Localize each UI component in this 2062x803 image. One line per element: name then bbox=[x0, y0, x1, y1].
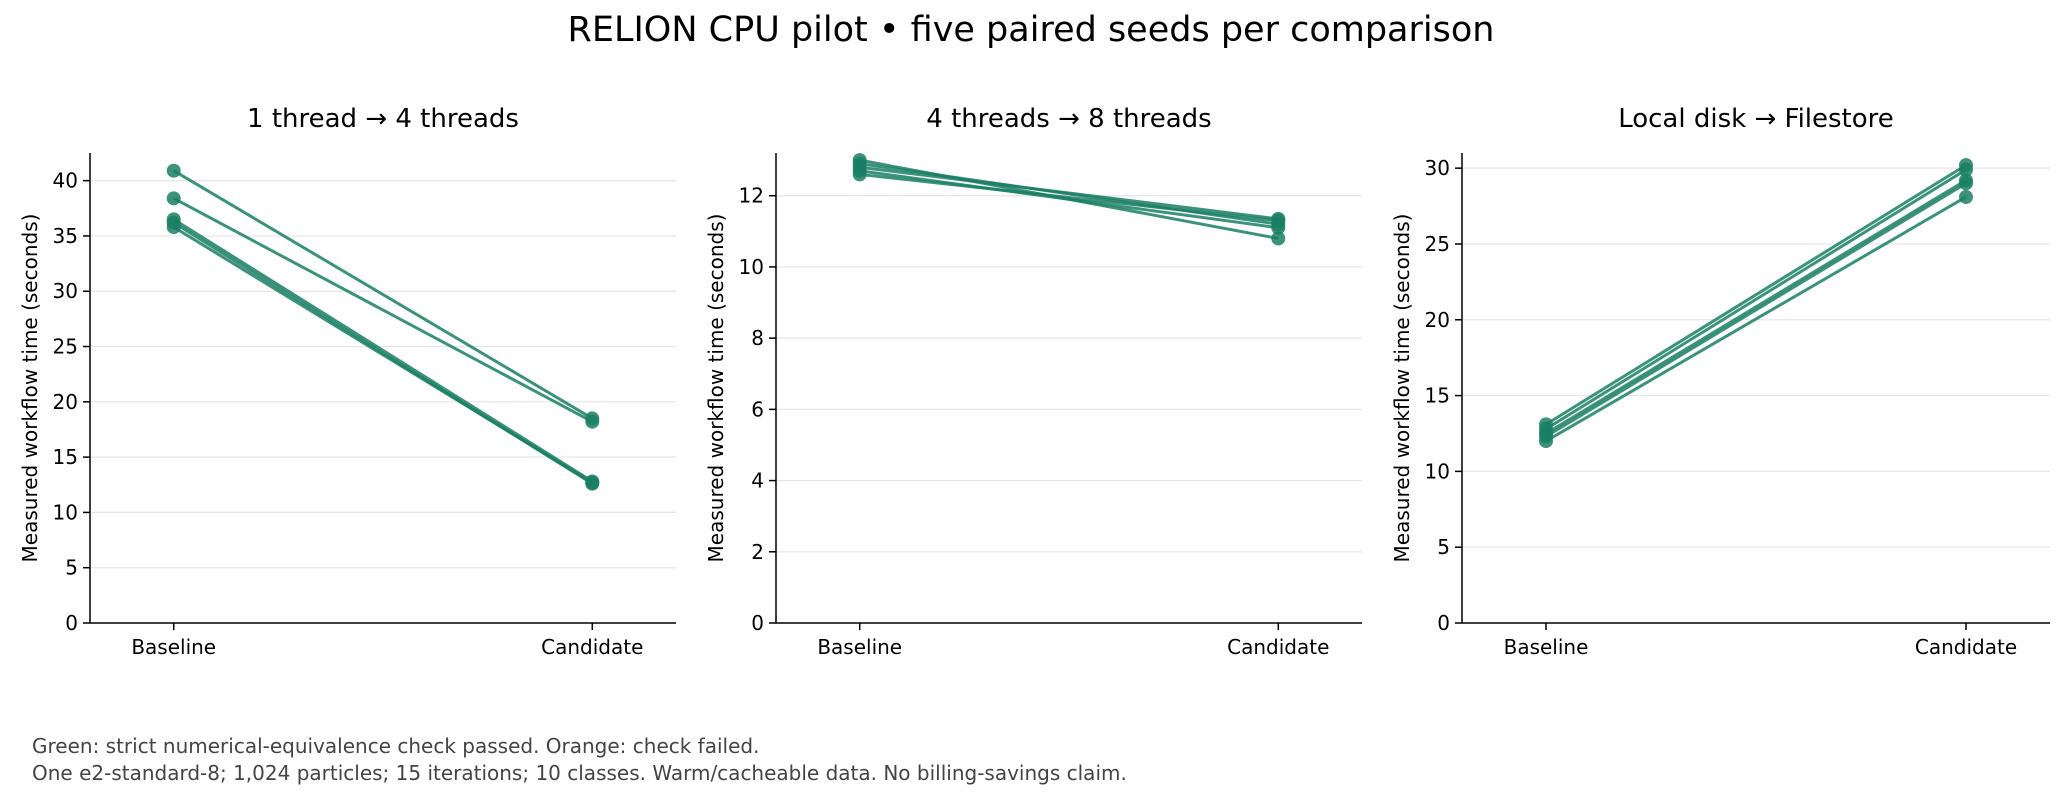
y-tick-label: 4 bbox=[751, 469, 764, 493]
y-tick-label: 0 bbox=[751, 611, 764, 635]
seed-pair-line bbox=[1545, 195, 1967, 443]
baseline-point bbox=[166, 163, 181, 178]
y-tick-label: 15 bbox=[53, 445, 78, 469]
baseline-point bbox=[166, 191, 181, 206]
candidate-point bbox=[585, 414, 600, 429]
y-tick-label: 30 bbox=[1425, 156, 1450, 180]
panel-title: 1 thread → 4 threads bbox=[247, 104, 519, 134]
candidate-point bbox=[585, 475, 600, 490]
y-tick-label: 0 bbox=[65, 611, 78, 635]
y-axis-label: Measured workflow time (seconds) bbox=[18, 214, 42, 563]
x-tick-label: Candidate bbox=[541, 635, 643, 659]
seed-pair-line bbox=[859, 169, 1279, 230]
figure-title: RELION CPU pilot • five paired seeds per… bbox=[567, 10, 1495, 50]
y-tick-label: 25 bbox=[1425, 232, 1450, 256]
y-tick-label: 12 bbox=[739, 184, 764, 208]
footnote-setup: One e2-standard-8; 1,024 particles; 15 i… bbox=[32, 761, 1127, 785]
y-tick-label: 20 bbox=[53, 390, 78, 414]
y-tick-label: 5 bbox=[65, 556, 78, 580]
x-tick-label: Candidate bbox=[1227, 635, 1329, 659]
x-tick-label: Candidate bbox=[1915, 635, 2017, 659]
x-tick-label: Baseline bbox=[817, 635, 902, 659]
seed-pair-line bbox=[859, 172, 1279, 223]
panel-title: 4 threads → 8 threads bbox=[926, 104, 1211, 134]
y-tick-label: 25 bbox=[53, 335, 78, 359]
candidate-point bbox=[1271, 213, 1286, 228]
seed-pair-line bbox=[1545, 182, 1967, 438]
panel-title: Local disk → Filestore bbox=[1618, 104, 1894, 134]
y-tick-label: 0 bbox=[1437, 611, 1450, 635]
baseline-point bbox=[852, 167, 867, 182]
seed-pair-line bbox=[172, 225, 594, 484]
seed-pair-line bbox=[172, 218, 594, 483]
candidate-point bbox=[1959, 176, 1973, 191]
y-tick-label: 2 bbox=[751, 540, 764, 564]
y-tick-label: 5 bbox=[1437, 535, 1450, 559]
y-tick-label: 6 bbox=[751, 397, 764, 421]
seed-pair-line bbox=[859, 165, 1279, 221]
y-tick-label: 10 bbox=[739, 255, 764, 279]
seed-pair-line bbox=[1545, 168, 1967, 431]
y-axis-label: Measured workflow time (seconds) bbox=[704, 214, 728, 563]
baseline-point bbox=[1539, 434, 1553, 449]
baseline-point bbox=[166, 220, 181, 235]
candidate-point bbox=[1959, 189, 1973, 204]
y-tick-label: 8 bbox=[751, 326, 764, 350]
y-tick-label: 10 bbox=[53, 500, 78, 524]
y-tick-label: 35 bbox=[53, 224, 78, 248]
seed-pair-line bbox=[1545, 163, 1967, 426]
candidate-point bbox=[1959, 162, 1973, 177]
y-tick-label: 10 bbox=[1425, 459, 1450, 483]
seed-pair-line bbox=[173, 197, 593, 424]
y-tick-label: 30 bbox=[53, 279, 78, 303]
y-tick-label: 20 bbox=[1425, 308, 1450, 332]
y-tick-label: 40 bbox=[53, 169, 78, 193]
y-tick-label: 15 bbox=[1425, 384, 1450, 408]
x-tick-label: Baseline bbox=[1504, 635, 1589, 659]
x-tick-label: Baseline bbox=[131, 635, 216, 659]
footnote-legend: Green: strict numerical-equivalence chec… bbox=[32, 734, 760, 758]
seed-pair-line bbox=[172, 169, 594, 420]
seed-pair-line bbox=[1545, 179, 1967, 435]
y-axis-label: Measured workflow time (seconds) bbox=[1390, 214, 1414, 563]
candidate-point bbox=[1271, 231, 1286, 246]
